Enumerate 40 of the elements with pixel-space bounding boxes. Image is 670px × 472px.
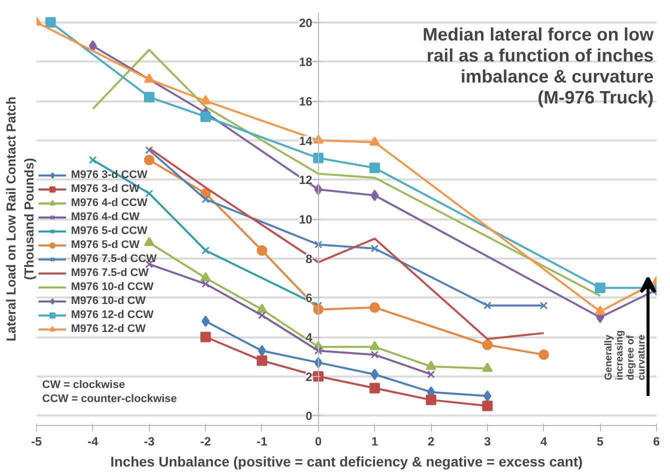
legend-label: M976 3-d CCW: [71, 169, 148, 181]
legend-label: M976 7.5-d CW: [71, 267, 149, 279]
y-tick-label: 4: [306, 330, 313, 344]
legend-label: M976 5-d CW: [71, 239, 140, 251]
x-tick-label: 4: [540, 434, 548, 448]
annotation: CW = clockwise CCW = counter-clockwise: [42, 379, 177, 405]
y-tick-label: 16: [298, 94, 313, 108]
y-tick-label: 18: [298, 55, 313, 70]
legend-label: M976 12-d CW: [71, 323, 146, 335]
x-tick-label: -1: [256, 434, 268, 448]
y-axis-title: Lateral Load on Low Rail Contact Patch (Thousand Pounds): [4, 96, 36, 342]
x-tick-label: -3: [144, 434, 155, 448]
legend-label: M976 10-d CCW: [71, 281, 154, 293]
legend-label: M976 3-d CW: [71, 183, 140, 195]
legend-label: M976 7.5-d CCW: [71, 253, 157, 265]
x-tick-label: 6: [653, 434, 660, 448]
y-tick-label: 0: [306, 409, 313, 424]
x-tick-label: 2: [428, 434, 435, 448]
y-tick-label: 12: [298, 173, 313, 188]
annotation: Generally increasing degree of curvature: [604, 330, 648, 380]
legend-label: M976 4-d CW: [71, 211, 140, 223]
y-tick-label: 2: [306, 370, 313, 384]
y-tick-label: 6: [306, 291, 313, 306]
x-tick-label: -4: [88, 434, 99, 448]
x-tick-label: -2: [200, 434, 212, 448]
legend-label: M976 4-d CCW: [71, 197, 148, 209]
legend-label: M976 12-d CCW: [71, 309, 154, 321]
x-tick-label: 1: [371, 434, 378, 448]
text: Median lateral force on low rail as a function of inches imbalance & curvature (M-976 Truck): [422, 24, 655, 108]
y-tick-label: 14: [298, 134, 313, 148]
legend-label: M976 10-d CW: [71, 295, 146, 307]
x-tick-label: 3: [484, 434, 492, 448]
y-tick-label: 10: [298, 212, 313, 226]
y-tick-label: 8: [306, 252, 313, 266]
x-tick-label: 5: [596, 434, 604, 448]
y-tick-label: 20: [298, 16, 313, 30]
x-tick-label: 0: [314, 434, 322, 448]
legend-label: M976 5-d CCW: [71, 225, 148, 237]
x-tick-label: -5: [31, 434, 42, 448]
x-axis-title: Inches Unbalance (positive = cant deficiency & negative = excess cant): [110, 454, 583, 470]
